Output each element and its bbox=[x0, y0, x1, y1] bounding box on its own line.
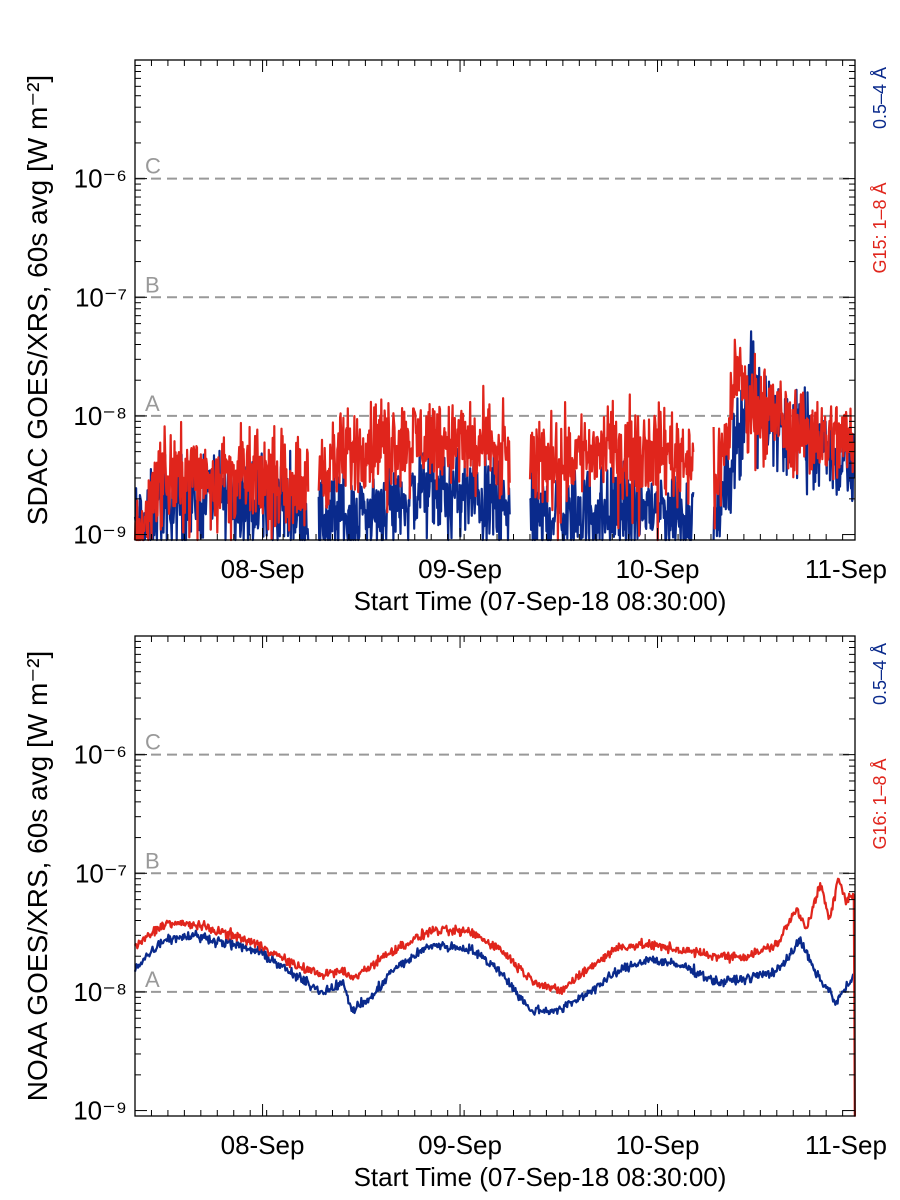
flare-level-label-C: C bbox=[145, 730, 161, 755]
y-tick-label: 10⁻⁶ bbox=[74, 164, 127, 194]
legend-label-low-channel: 0.5–4 Å bbox=[870, 643, 890, 705]
legend-label-high-channel: G15: 1–8 Å bbox=[870, 182, 890, 273]
y-tick-label: 10⁻⁷ bbox=[75, 858, 127, 888]
x-tick-label: 09-Sep bbox=[418, 554, 502, 584]
x-axis-title: Start Time (07-Sep-18 08:30:00) bbox=[354, 586, 727, 616]
x-tick-label: 08-Sep bbox=[221, 554, 305, 584]
x-tick-label: 08-Sep bbox=[221, 1130, 305, 1160]
x-tick-label: 11-Sep bbox=[805, 1130, 887, 1160]
plot-frame bbox=[134, 635, 856, 1117]
y-axis-title: SDAC GOES/XRS, 60s avg [W m⁻²] bbox=[22, 75, 53, 525]
x-axis-title: Start Time (07-Sep-18 08:30:00) bbox=[354, 1162, 727, 1192]
flare-level-label-C: C bbox=[145, 154, 161, 179]
y-tick-label: 10⁻⁸ bbox=[73, 401, 127, 431]
x-tick-label: 11-Sep bbox=[805, 554, 887, 584]
series-line-high-channel bbox=[133, 338, 855, 542]
flare-level-label-A: A bbox=[145, 967, 160, 992]
y-tick-label: 10⁻⁶ bbox=[74, 740, 127, 770]
y-tick-label: 10⁻⁸ bbox=[73, 977, 127, 1007]
y-axis-title: NOAA GOES/XRS, 60s avg [W m⁻²] bbox=[22, 651, 53, 1101]
plot-frame bbox=[134, 59, 856, 541]
y-tick-label: 10⁻⁹ bbox=[73, 520, 127, 550]
x-tick-label: 10-Sep bbox=[616, 554, 700, 584]
flare-level-label-A: A bbox=[145, 391, 160, 416]
flare-level-label-B: B bbox=[145, 848, 160, 873]
x-tick-label: 09-Sep bbox=[418, 1130, 502, 1160]
x-tick-label: 10-Sep bbox=[616, 1130, 700, 1160]
flare-level-label-B: B bbox=[145, 272, 160, 297]
clip-mask bbox=[856, 60, 900, 542]
y-tick-label: 10⁻⁷ bbox=[75, 282, 127, 312]
series-line-low-channel bbox=[133, 929, 855, 1016]
chart-panel-2: A B C 08-Sep 09-Sep 10-Sep 11-Sep 10⁻⁹ 10⁻⁸ 10⁻⁷ 1… bbox=[22, 635, 900, 1192]
legend-label-high-channel: G16: 1–8 Å bbox=[870, 758, 890, 849]
y-tick-label: 10⁻⁹ bbox=[73, 1096, 127, 1126]
legend-label-low-channel: 0.5–4 Å bbox=[870, 67, 890, 129]
chart-panel-1: A B C 08-Sep 09-Sep 10-Sep 11-Sep 10⁻⁹ 10⁻⁸ 10⁻⁷ 1… bbox=[22, 59, 900, 616]
series-line-low-channel bbox=[133, 330, 855, 542]
series-line-high-channel bbox=[134, 877, 869, 1117]
clip-mask bbox=[856, 636, 900, 1118]
